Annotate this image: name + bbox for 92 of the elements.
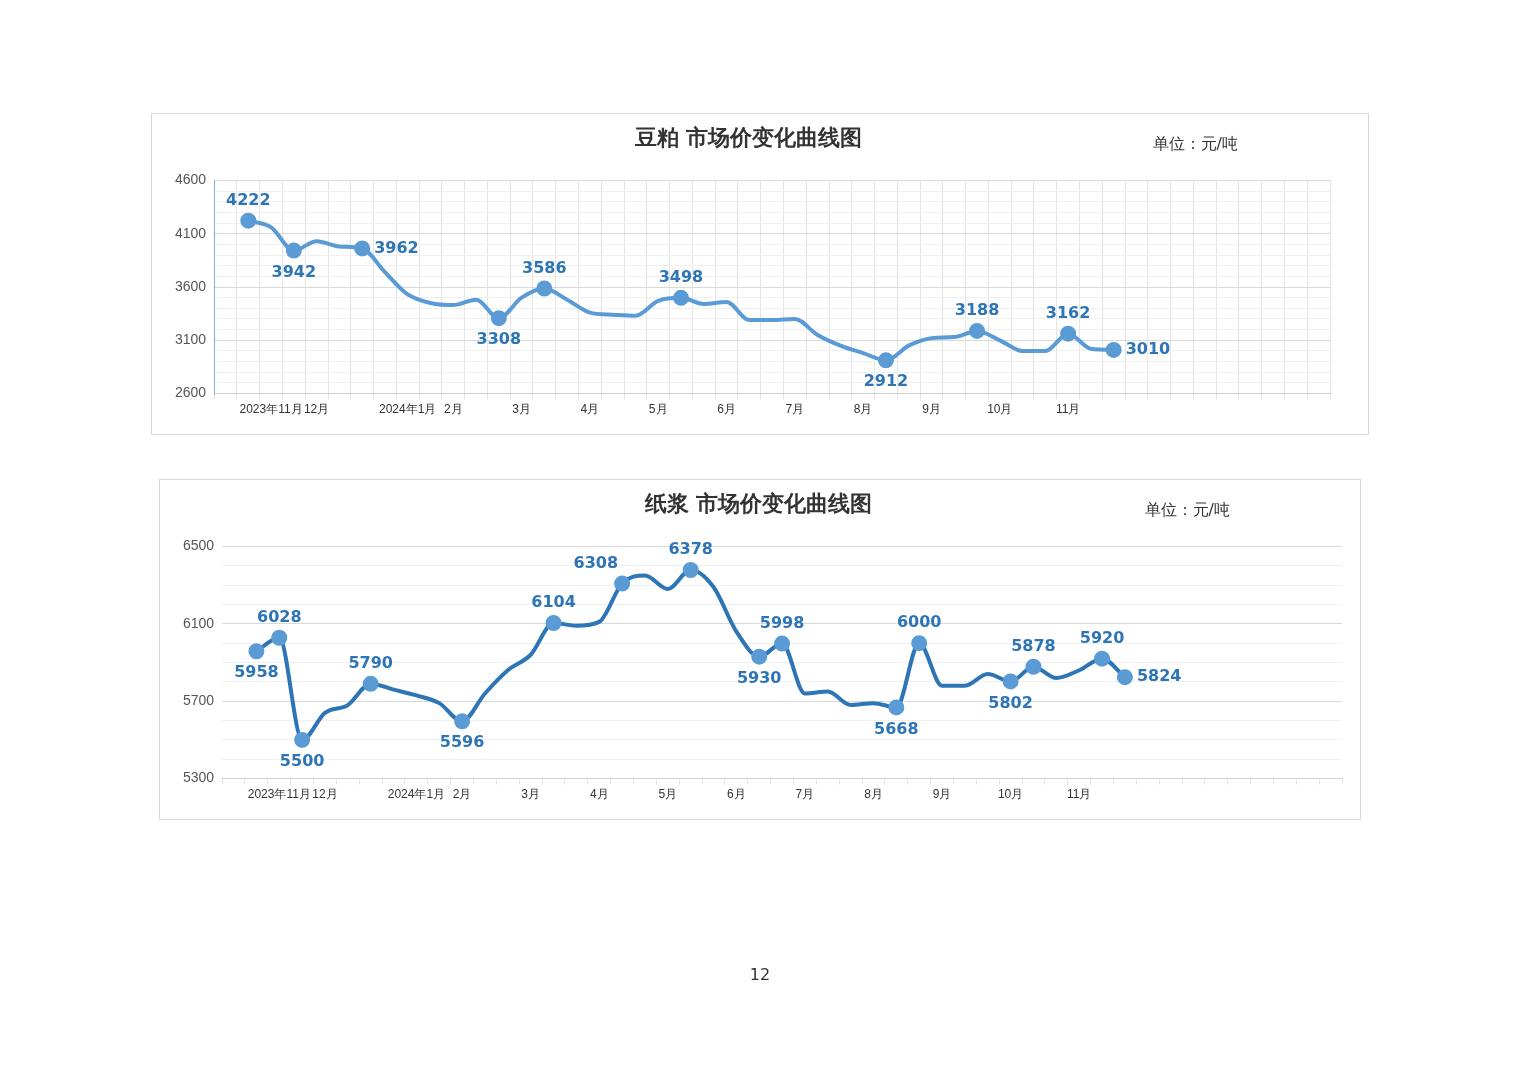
point: [362, 675, 379, 692]
data-label: 5802: [988, 692, 1033, 712]
y-tick-label: 6100: [182, 614, 215, 631]
x-tick-label: 7月: [795, 787, 815, 802]
point: [285, 242, 302, 259]
point: [1002, 673, 1019, 690]
data-label: 6000: [896, 612, 942, 632]
point: [1025, 658, 1042, 675]
x-tick-label: 6月: [727, 787, 746, 802]
data-label: 3010: [1125, 339, 1171, 359]
data-label: 5958: [234, 662, 279, 682]
point: [490, 310, 507, 327]
point: [1105, 341, 1122, 358]
point: [271, 629, 288, 646]
point: [536, 280, 553, 297]
data-label: 6378: [668, 539, 713, 559]
y-tick-label: 4100: [174, 224, 207, 241]
x-tick-label: 4月: [580, 402, 600, 417]
data-label: 3586: [522, 257, 567, 277]
point: [888, 699, 905, 716]
data-label: 5596: [439, 732, 485, 752]
data-label: 5920: [1079, 627, 1125, 647]
point: [911, 635, 928, 652]
x-tick-label: 11月: [1066, 787, 1092, 802]
x-tick-label: 6月: [717, 402, 736, 417]
point: [294, 731, 311, 748]
x-tick-label: 9月: [932, 787, 952, 802]
data-label: 3188: [954, 300, 1000, 320]
x-tick-label: 2024年1月: [379, 402, 437, 417]
point: [545, 615, 562, 632]
y-tick-label: 2600: [174, 384, 207, 401]
x-tick-label: 3月: [521, 787, 541, 802]
x-tick-label: 3月: [512, 402, 531, 417]
point: [1060, 325, 1077, 342]
x-tick-label: 5月: [658, 787, 678, 802]
y-tick-label: 5300: [182, 769, 215, 786]
data-label: 3162: [1045, 302, 1091, 322]
data-label: 5878: [1011, 635, 1056, 655]
text: 单位：元/吨: [1152, 134, 1238, 155]
data-label: 3308: [476, 329, 522, 349]
point: [672, 289, 689, 306]
text: 12: [749, 965, 771, 984]
x-tick-label: 8月: [853, 402, 873, 417]
data-label: 5998: [759, 612, 805, 632]
y-tick-label: 3600: [174, 277, 207, 294]
chart-title: 豆粕 市场价变化曲线图: [633, 124, 863, 150]
point: [682, 562, 699, 579]
point: [454, 713, 471, 730]
x-tick-label: 12月: [312, 787, 338, 802]
data-label: 3962: [374, 237, 419, 257]
point: [1094, 650, 1111, 667]
data-label: 5930: [736, 667, 782, 687]
y-tick-label: 3100: [174, 331, 207, 348]
point: [240, 212, 257, 229]
y-tick-label: 6500: [182, 537, 215, 554]
x-tick-label: 2023年11月: [247, 787, 311, 802]
data-label: 5500: [279, 751, 325, 771]
x-tick-label: 2024年1月: [387, 787, 446, 802]
point: [969, 322, 986, 339]
point: [774, 635, 791, 652]
data-label: 2912: [863, 371, 909, 391]
x-tick-label: 2023年11月: [239, 402, 303, 417]
text: 单位：元/吨: [1144, 500, 1230, 521]
x-tick-label: 7月: [785, 402, 805, 417]
data-label: 5824: [1136, 666, 1182, 686]
point: [877, 352, 894, 369]
x-tick-label: 4月: [589, 787, 609, 802]
x-tick-label: 9月: [922, 402, 941, 417]
data-label: 5668: [874, 718, 919, 738]
x-tick-label: 5月: [648, 402, 668, 417]
point: [1116, 669, 1133, 686]
y-tick-label: 5700: [182, 692, 215, 709]
chart-title: 纸浆 市场价变化曲线图: [643, 490, 873, 516]
data-label: 3498: [658, 267, 704, 287]
data-label: 6308: [573, 552, 619, 572]
point: [354, 240, 371, 257]
x-tick-label: 12月: [303, 402, 330, 417]
data-label: 6104: [531, 592, 576, 612]
x-tick-label: 2月: [452, 787, 472, 802]
data-label: 5790: [348, 652, 393, 672]
x-tick-label: 8月: [864, 787, 883, 802]
y-tick-label: 4600: [174, 171, 207, 188]
data-label: 6028: [257, 606, 302, 626]
data-label: 3942: [271, 261, 317, 281]
x-tick-label: 10月: [997, 787, 1024, 802]
x-tick-label: 2月: [443, 402, 463, 417]
x-tick-label: 10月: [987, 402, 1013, 417]
point: [614, 575, 631, 592]
point: [248, 643, 265, 660]
x-tick-label: 11月: [1055, 402, 1081, 417]
point: [751, 648, 768, 665]
data-label: 4222: [226, 189, 271, 209]
